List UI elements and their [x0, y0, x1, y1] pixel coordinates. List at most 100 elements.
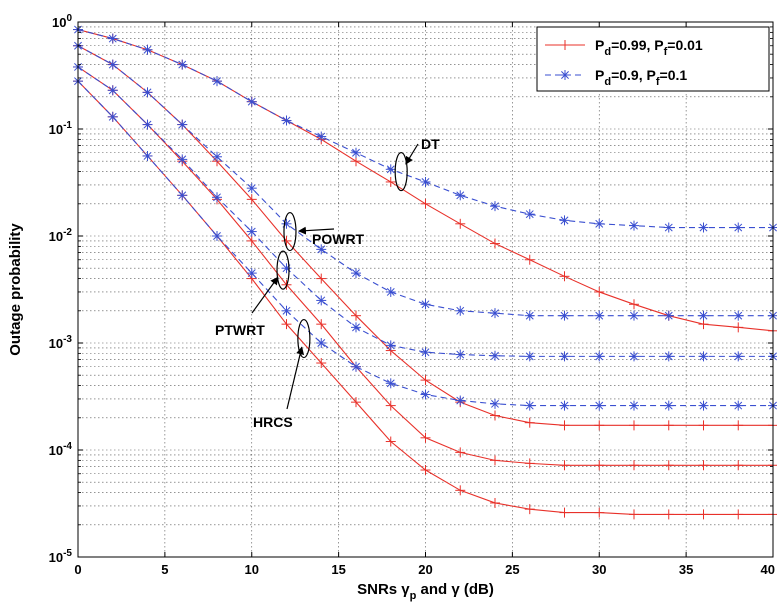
star-marker-d2	[247, 97, 256, 106]
data-point	[559, 310, 570, 321]
annotation-arrow	[297, 226, 335, 235]
data-point	[524, 351, 535, 362]
data-point	[420, 176, 431, 187]
star-marker-d2	[213, 193, 221, 202]
star-marker-d2	[491, 399, 499, 408]
data-point	[594, 218, 605, 229]
data-point	[594, 351, 605, 362]
legend-label: Pd=0.99, Pf=0.01	[595, 37, 703, 58]
data-point	[490, 410, 500, 421]
data-point	[455, 395, 466, 406]
data-point	[246, 235, 257, 246]
star-marker-d2	[630, 221, 638, 230]
data-point	[629, 460, 639, 471]
y-tick-label: 10-2	[49, 227, 73, 244]
data-point	[316, 358, 327, 369]
data-point	[524, 209, 535, 220]
star-marker-d2	[421, 390, 430, 399]
data-point	[281, 305, 292, 316]
star-marker-d2	[386, 287, 395, 296]
star-marker-d2	[213, 232, 221, 240]
star-marker-d2	[699, 352, 708, 361]
data-point	[490, 497, 500, 508]
star-marker-d2	[699, 401, 708, 410]
series-hrcs-dashed	[73, 76, 777, 411]
axis-ticks: 0 5 10 15 20 25 30 35 40 100 10-1 10-2 10-3 10-4 10-5	[49, 13, 775, 577]
data-point	[246, 96, 257, 107]
data-point	[281, 115, 292, 126]
data-point	[177, 59, 188, 70]
star-marker-d2	[421, 348, 430, 357]
data-point	[629, 351, 639, 362]
data-point	[281, 319, 292, 330]
star-marker-d2	[421, 177, 430, 186]
data-point	[212, 231, 222, 241]
star-marker-d2	[595, 219, 604, 228]
data-point	[559, 400, 570, 411]
data-point	[142, 87, 153, 98]
star-marker-d2	[178, 191, 187, 200]
star-marker-d2	[282, 306, 291, 315]
series-dt-dashed	[73, 24, 777, 233]
data-point	[385, 176, 396, 187]
star-marker-d2	[734, 401, 743, 410]
data-point	[455, 190, 466, 201]
data-point	[281, 218, 292, 229]
data-point	[142, 150, 153, 161]
star-marker-d2	[664, 311, 673, 320]
y-axis-label: Outage probability	[7, 223, 24, 356]
star-marker-d2	[525, 311, 534, 320]
x-tick-label: 25	[505, 562, 519, 577]
star-marker-d2	[108, 60, 117, 69]
data-point	[524, 504, 535, 515]
data-point	[559, 271, 570, 282]
data-point	[594, 460, 605, 471]
data-point	[524, 254, 535, 265]
star-marker-d2	[491, 309, 499, 318]
data-point	[351, 156, 361, 167]
star-marker-d2	[317, 245, 326, 254]
data-point	[420, 375, 431, 386]
data-point	[733, 222, 744, 233]
data-point	[733, 351, 744, 362]
data-point	[733, 460, 744, 471]
star-marker-d2	[178, 120, 187, 129]
data-point	[351, 310, 361, 321]
x-tick-label: 0	[74, 562, 81, 577]
annotation-label: PTWRT	[215, 322, 265, 338]
data-point	[107, 111, 118, 122]
x-tick-label: 30	[592, 562, 606, 577]
annotation-powrt: POWRT	[283, 211, 365, 252]
legend-entry-dashed: Pd=0.9, Pf=0.1	[545, 67, 687, 88]
annotation-label: HRCS	[253, 414, 293, 430]
series-ptwrt-solid	[73, 61, 777, 471]
star-marker-d2	[560, 216, 569, 225]
star-marker-d2	[664, 401, 673, 410]
data-point	[420, 299, 431, 310]
data-point	[281, 263, 292, 274]
star-marker-d2	[491, 202, 499, 211]
star-marker-d2	[317, 296, 326, 305]
data-point	[733, 322, 744, 333]
legend-label: Pd=0.9, Pf=0.1	[595, 67, 687, 88]
star-marker-d2	[595, 401, 604, 410]
star-marker-d2	[734, 223, 743, 232]
data-point	[455, 349, 466, 360]
data-point	[559, 460, 570, 471]
data-point	[455, 485, 466, 496]
data-point	[629, 400, 639, 411]
annotation-ellipse	[297, 318, 311, 359]
annotation-ellipse	[394, 151, 408, 192]
data-point	[524, 310, 535, 321]
legend: Pd=0.99, Pf=0.01 Pd=0.9, Pf=0.1	[536, 26, 770, 92]
star-marker-d2	[352, 269, 360, 278]
data-point	[698, 400, 709, 411]
star-marker-d2	[352, 362, 360, 371]
annotation-hrcs: HRCS	[253, 318, 311, 430]
data-point	[455, 218, 466, 229]
data-point	[385, 378, 396, 389]
data-point	[559, 420, 570, 431]
star-marker-d2	[213, 152, 221, 161]
annotation-ellipse	[276, 250, 290, 290]
y-tick-label: 10-3	[49, 334, 73, 351]
